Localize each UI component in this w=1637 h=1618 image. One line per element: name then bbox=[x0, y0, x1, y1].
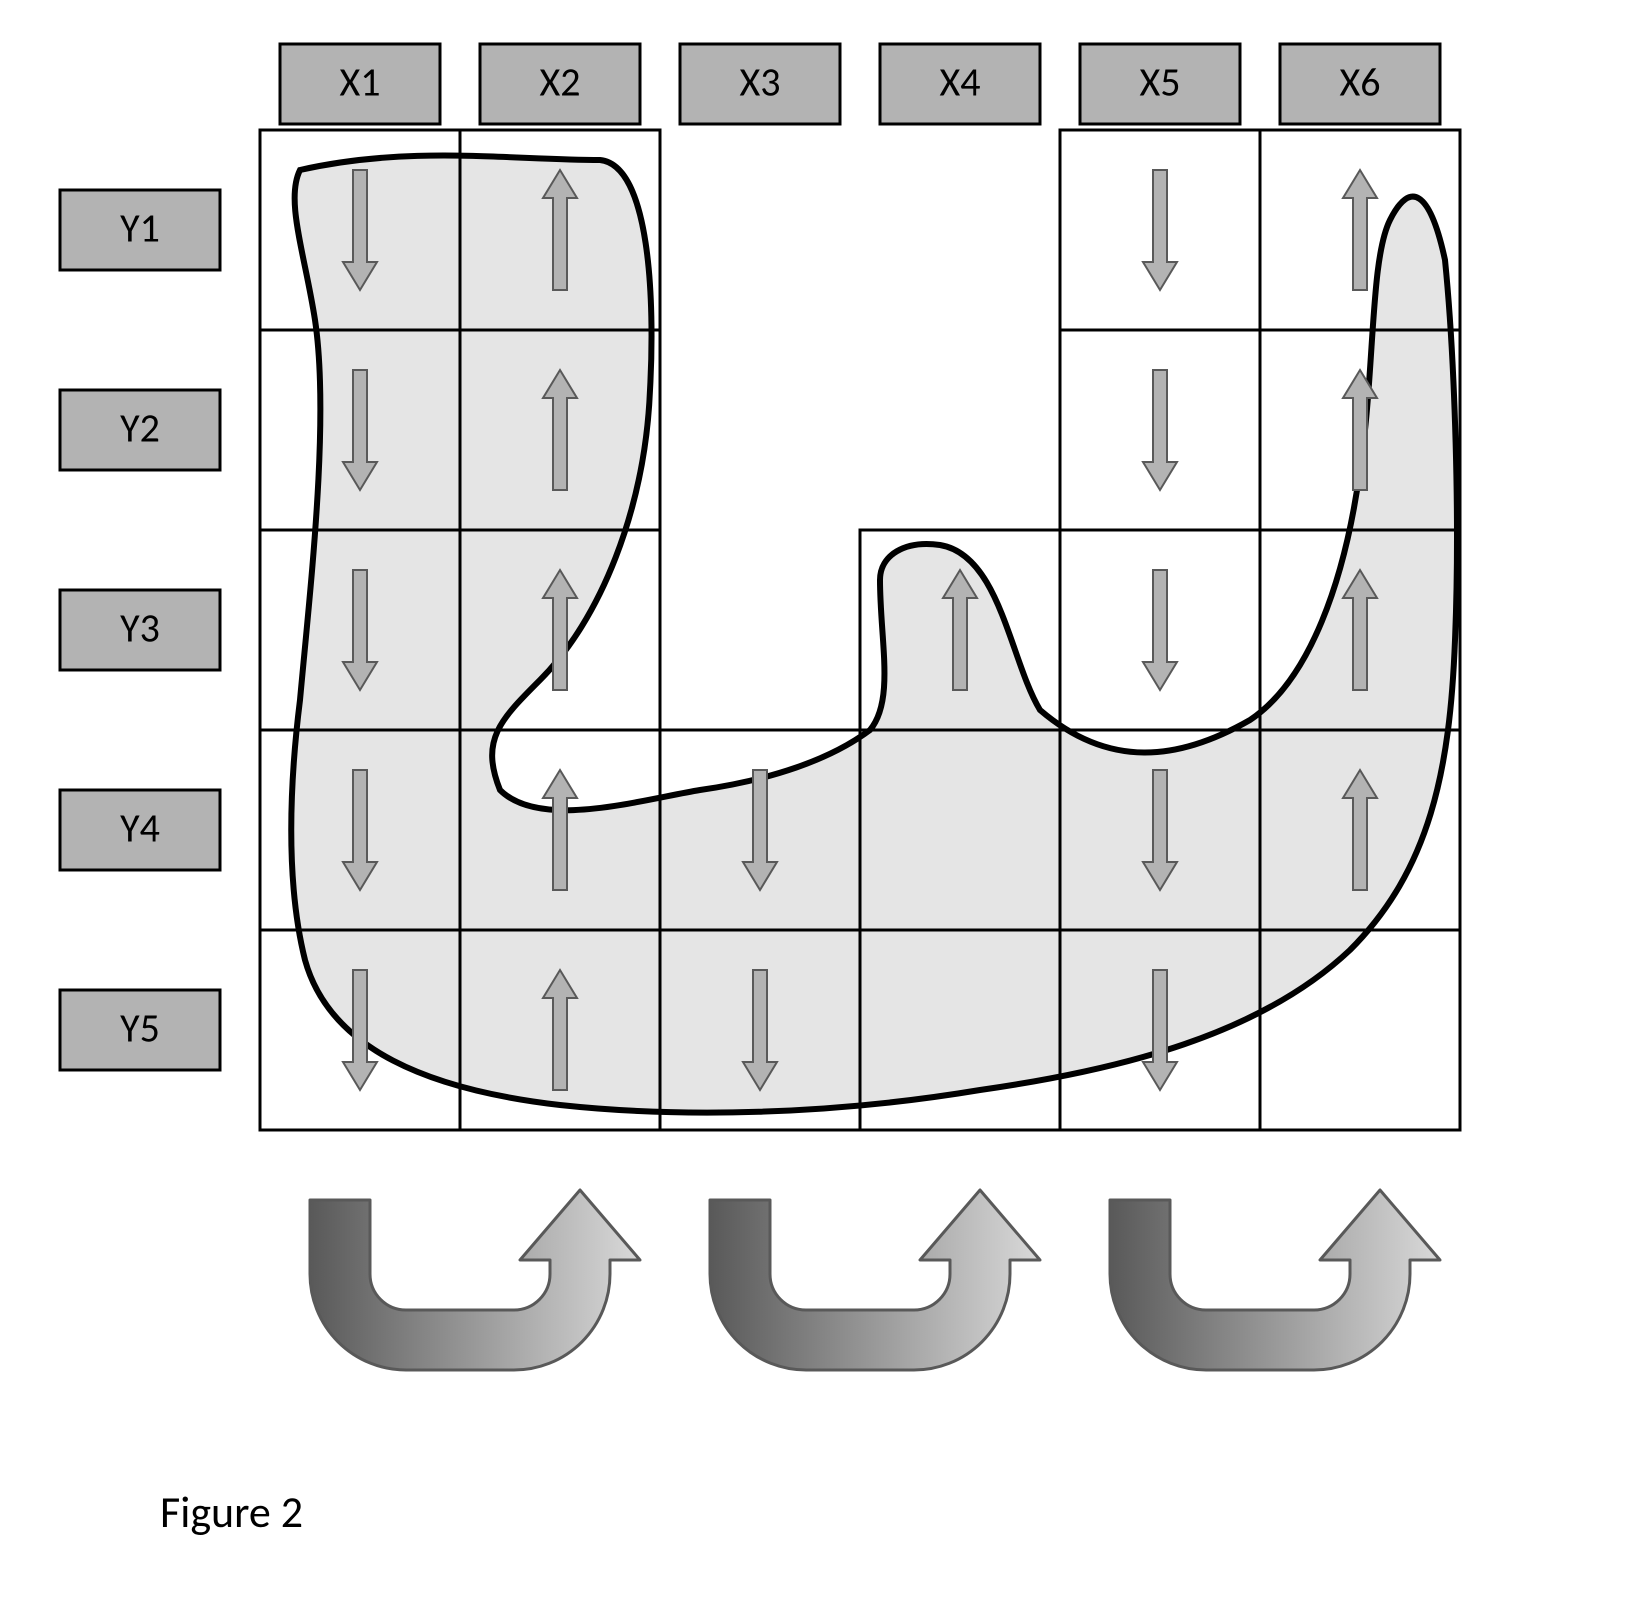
axis-label-text: X4 bbox=[939, 58, 980, 107]
figure-svg: X1 X2 X3 X4 X5 X6 Y1 Y2 Y3 Y4 Y5 bbox=[0, 0, 1637, 1618]
figure-page: X1 X2 X3 X4 X5 X6 Y1 Y2 Y3 Y4 Y5 Figure 2 bbox=[0, 0, 1637, 1618]
axis-label-text: X1 bbox=[339, 58, 380, 107]
axis-label-text: X3 bbox=[739, 58, 780, 107]
return-arrow-icon bbox=[310, 1190, 640, 1370]
axis-label-text: Y3 bbox=[120, 604, 160, 653]
axis-label-text: Y1 bbox=[120, 204, 160, 253]
axis-label-text: X2 bbox=[539, 58, 580, 107]
axis-label-text: X6 bbox=[1339, 58, 1380, 107]
axis-label-text: Y4 bbox=[120, 804, 160, 853]
axis-label-text: X5 bbox=[1139, 58, 1180, 107]
return-arrow-icon bbox=[710, 1190, 1040, 1370]
axis-label-text: Y2 bbox=[120, 404, 160, 453]
axis-label-text: Y5 bbox=[120, 1004, 160, 1053]
figure-caption: Figure 2 bbox=[160, 1485, 303, 1539]
return-arrow-icon bbox=[1110, 1190, 1440, 1370]
